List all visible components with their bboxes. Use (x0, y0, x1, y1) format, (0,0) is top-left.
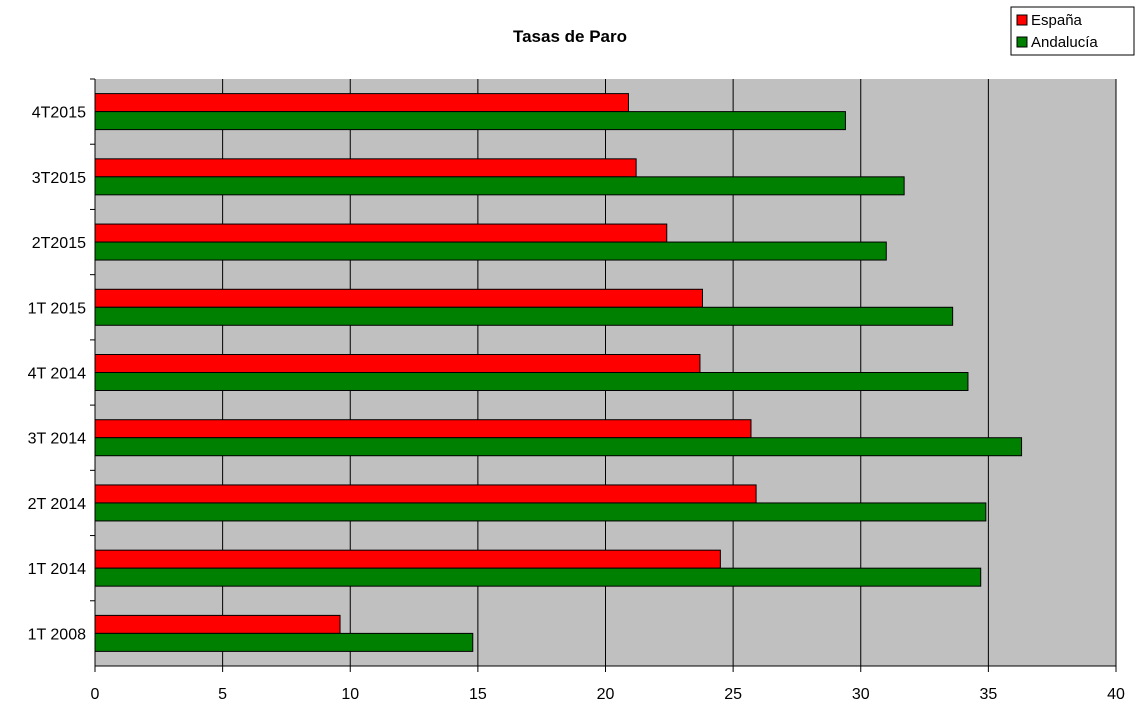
chart-title: Tasas de Paro (513, 27, 627, 46)
y-tick-label: 4T 2014 (28, 366, 87, 383)
legend-label: España (1031, 12, 1083, 29)
x-tick-label: 10 (341, 686, 359, 703)
y-tick-labels: 1T 2008 1T 2014 2T 2014 3T 2014 4T 2014 1T 20… (28, 105, 87, 644)
y-tick-label: 1T 2014 (28, 561, 87, 578)
bar-Andalucía-3T2015 (94, 176, 905, 196)
bar-Andalucía-4T2015 (94, 111, 846, 131)
x-tick-label: 35 (979, 686, 997, 703)
bar-España-1T2008 (94, 614, 341, 634)
y-tick-label: 3T 2014 (28, 431, 87, 448)
legend-swatch (1016, 14, 1028, 26)
legend-box (1010, 6, 1135, 56)
y-tick-label: 1T 2008 (28, 626, 87, 643)
x-tick-label: 5 (218, 686, 227, 703)
legend: España Andalucía (1010, 6, 1135, 56)
y-tick-label: 2T 2014 (28, 496, 87, 513)
bar-España-1T2014 (94, 549, 721, 569)
bar-España-2T2014 (94, 484, 757, 504)
y-tick-label: 1T 2015 (28, 300, 87, 317)
bar-España-4T2015 (94, 93, 629, 113)
bar-España-3T2015 (94, 158, 637, 178)
bar-Andalucía-1T2014 (94, 567, 982, 587)
x-tick-label: 15 (469, 686, 487, 703)
legend-label: Andalucía (1031, 34, 1098, 51)
bars (94, 93, 1023, 652)
bar-España-1T2015 (94, 288, 703, 308)
y-tick-label: 2T2015 (32, 235, 86, 252)
legend-swatch (1016, 36, 1028, 48)
x-tick-label: 0 (91, 686, 100, 703)
x-tick-label: 30 (852, 686, 870, 703)
x-tick-label: 20 (597, 686, 615, 703)
bar-Andalucía-1T2015 (94, 306, 954, 326)
x-tick-label: 40 (1107, 686, 1125, 703)
bar-Andalucía-3T2014 (94, 437, 1023, 457)
bar-España-4T2014 (94, 354, 701, 373)
bar-España-2T2015 (94, 223, 668, 243)
bar-Andalucía-4T2014 (94, 372, 969, 391)
bar-Andalucía-2T2015 (94, 241, 887, 261)
bar-España-3T2014 (94, 419, 752, 439)
bar-Andalucía-2T2014 (94, 502, 987, 522)
axes (90, 78, 1117, 672)
y-tick-label: 3T2015 (32, 170, 86, 187)
x-tick-label: 25 (724, 686, 742, 703)
bar-Andalucía-1T2008 (94, 632, 474, 652)
x-tick-labels: 0 5 10 15 20 25 30 35 40 (91, 686, 1125, 703)
y-tick-label: 4T2015 (32, 105, 86, 122)
